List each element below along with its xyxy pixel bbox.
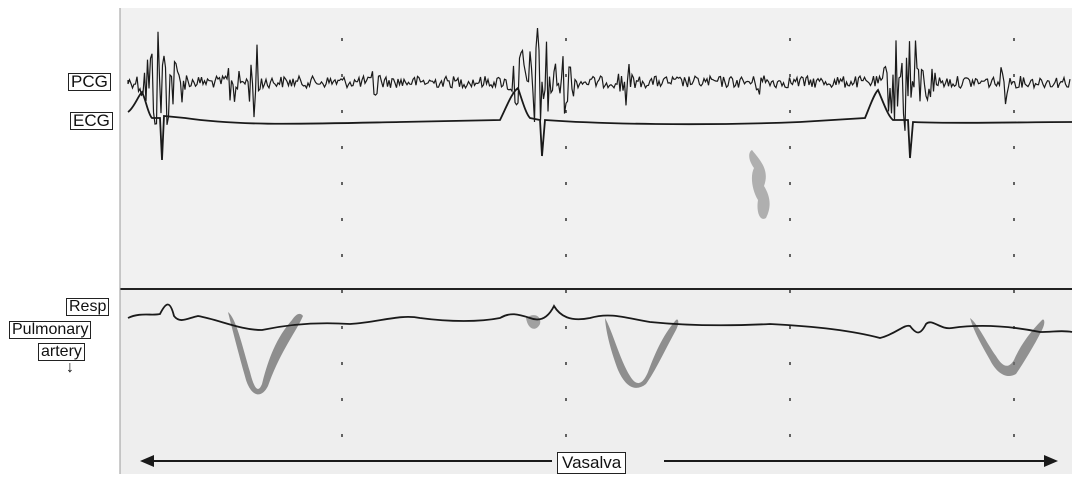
pulmonary-label: Pulmonary	[9, 321, 92, 339]
doppler-signal-2	[605, 318, 679, 388]
artery-label: artery	[38, 343, 85, 361]
doppler-signal-3	[970, 318, 1045, 377]
upper-panel	[120, 8, 1072, 288]
pcg-label: PCG	[68, 73, 111, 91]
doppler-blob-upper	[749, 150, 770, 219]
lower-panel	[120, 290, 1072, 474]
pcg-trace	[127, 28, 1071, 131]
vasalva-arrow	[140, 455, 1058, 467]
ecg-label: ECG	[70, 112, 113, 130]
resp-label: Resp	[66, 298, 110, 316]
down-arrow-icon: ↓	[66, 359, 74, 376]
resp-trace	[127, 303, 1073, 339]
timing-markers	[341, 38, 1015, 437]
doppler-signal-1	[228, 312, 303, 395]
ecg-trace	[127, 86, 1073, 161]
vasalva-label: Vasalva	[557, 452, 627, 474]
